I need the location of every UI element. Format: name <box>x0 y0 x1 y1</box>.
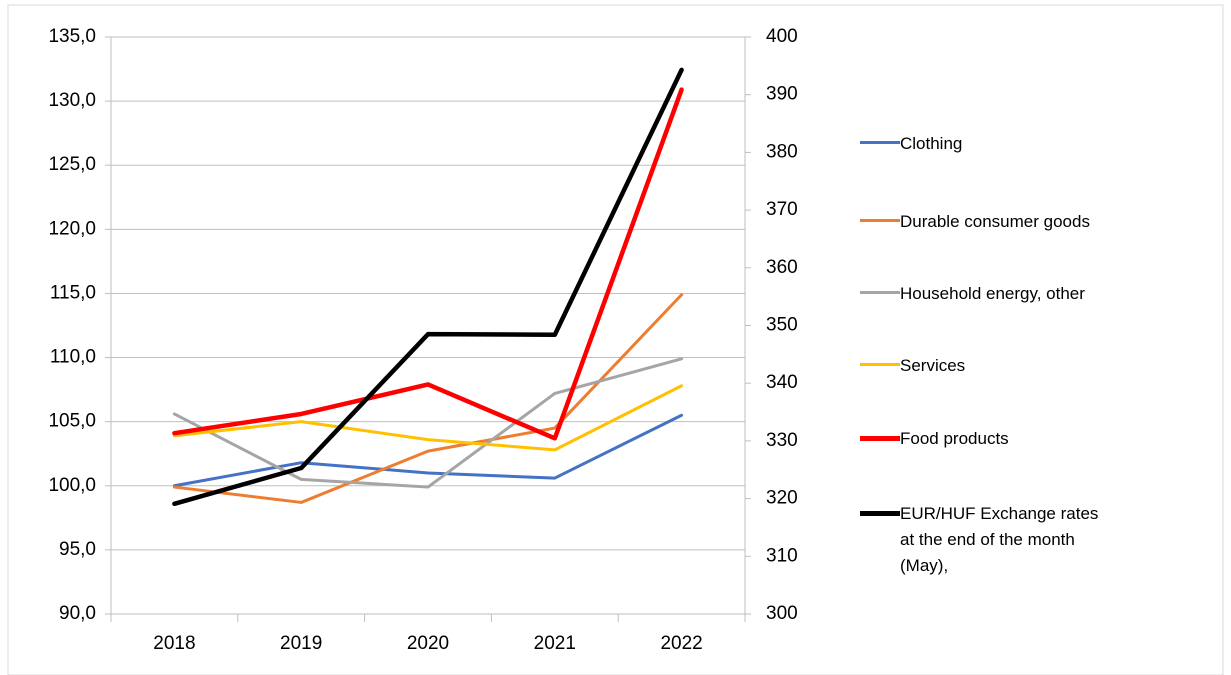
legend-swatch <box>860 511 900 516</box>
x-tick-label: 2019 <box>280 633 322 654</box>
y2-tick-label: 300 <box>766 603 798 624</box>
legend-swatch <box>860 363 900 366</box>
legend-item: Durable consumer goods <box>860 209 1200 235</box>
y2-tick-label: 340 <box>766 372 798 393</box>
series-line <box>172 67 684 507</box>
y-tick-label: 95,0 <box>59 539 96 560</box>
y-tick-label: 100,0 <box>48 475 96 496</box>
y2-tick-label: 390 <box>766 84 798 105</box>
legend-label: EUR/HUF Exchange rates at the end of the… <box>900 504 1099 575</box>
legend-label: Household energy, other <box>900 284 1085 303</box>
legend-item: Household energy, other <box>860 281 1200 307</box>
y2-tick-label: 320 <box>766 488 798 509</box>
y-tick-label: 120,0 <box>48 218 96 239</box>
y2-tick-label: 360 <box>766 257 798 278</box>
legend-item: Services <box>860 353 1200 379</box>
y-tick-label: 125,0 <box>48 154 96 175</box>
y-tick-label: 105,0 <box>48 411 96 432</box>
series-line <box>172 87 684 441</box>
y2-tick-label: 310 <box>766 545 798 566</box>
legend-item: Food products <box>860 426 1200 452</box>
legend-label: Clothing <box>900 134 963 153</box>
legend-item: Clothing <box>860 131 1200 157</box>
y2-tick-label: 400 <box>766 26 798 47</box>
y-tick-label: 110,0 <box>50 347 96 368</box>
y2-tick-label: 370 <box>766 199 798 220</box>
y2-tick-label: 380 <box>766 141 798 162</box>
y-tick-label: 135,0 <box>48 26 96 47</box>
series-line <box>172 357 684 489</box>
series-line <box>172 413 684 488</box>
legend-swatch <box>860 141 900 144</box>
legend-label: Food products <box>900 429 1009 448</box>
y2-tick-label: 350 <box>766 315 798 336</box>
x-tick-label: 2020 <box>407 633 449 654</box>
x-tick-label: 2022 <box>660 633 702 654</box>
y-tick-label: 115,0 <box>50 282 96 303</box>
legend-label: Services <box>900 356 966 375</box>
legend-item: EUR/HUF Exchange rates at the end of the… <box>860 501 1200 579</box>
legend-swatch <box>860 436 900 441</box>
y2-tick-label: 330 <box>766 430 798 451</box>
series-line <box>172 384 684 452</box>
legend-label: Durable consumer goods <box>900 212 1090 231</box>
chart-border <box>7 4 1224 675</box>
legend-swatch <box>860 219 900 222</box>
series-line <box>172 293 684 504</box>
legend-swatch <box>860 291 900 294</box>
x-tick-label: 2018 <box>153 633 195 654</box>
y-tick-label: 130,0 <box>48 90 96 111</box>
x-tick-label: 2021 <box>534 633 576 654</box>
y-tick-label: 90,0 <box>59 603 96 624</box>
